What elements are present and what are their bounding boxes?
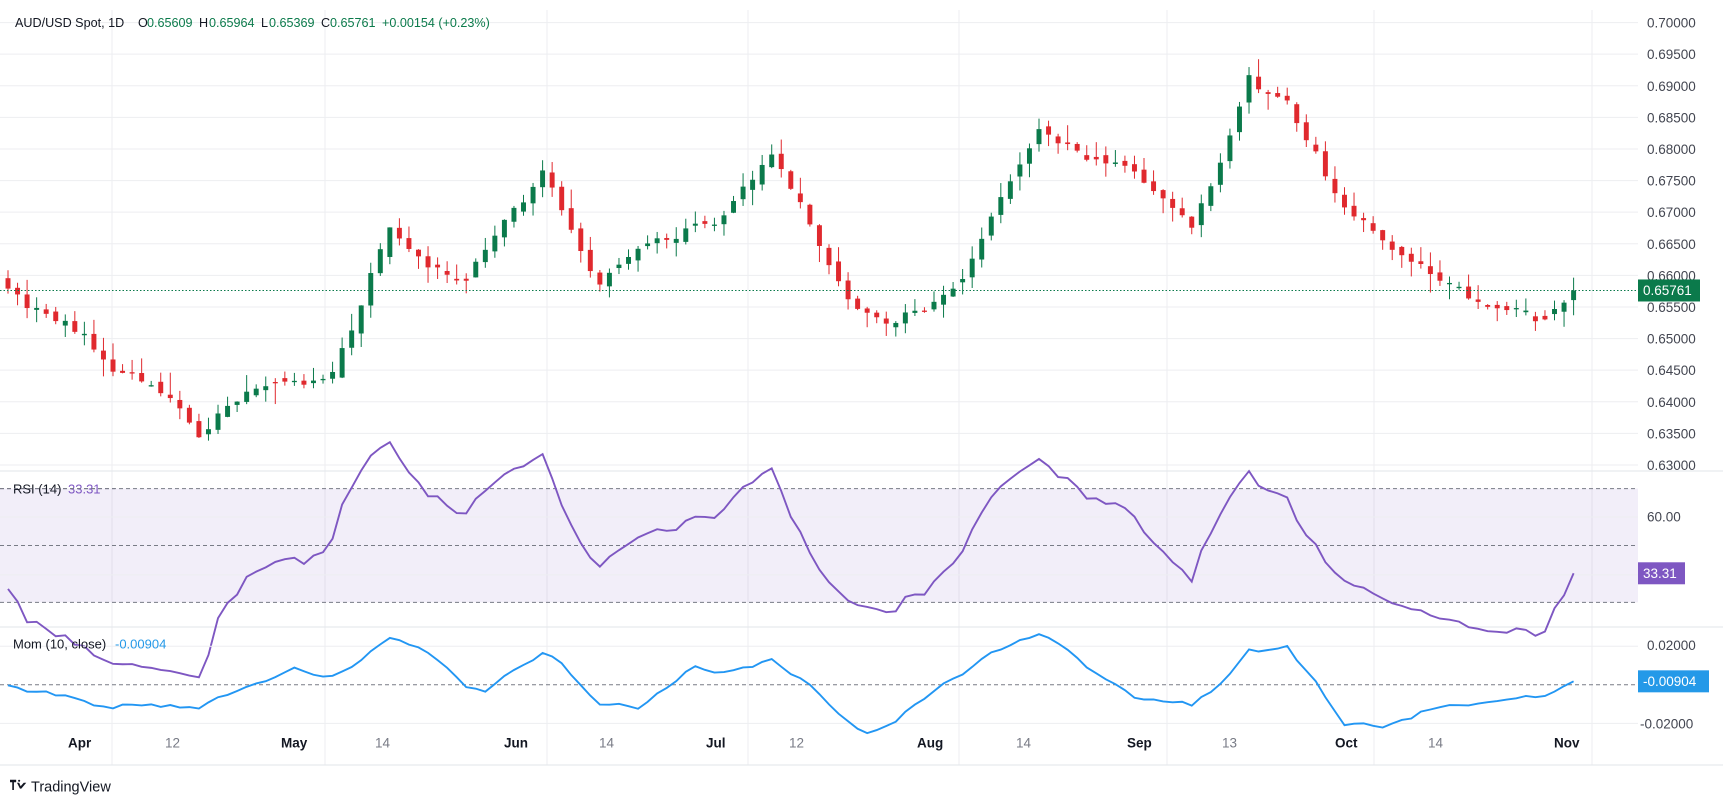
svg-text:0.67000: 0.67000 xyxy=(1647,205,1696,220)
svg-text:0.65761: 0.65761 xyxy=(330,16,376,30)
svg-text:Oct: Oct xyxy=(1335,736,1358,751)
svg-text:Apr: Apr xyxy=(68,736,92,751)
svg-text:Mom (10, close): Mom (10, close) xyxy=(13,637,106,652)
svg-text:0.65609: 0.65609 xyxy=(147,16,193,30)
svg-text:0.65369: 0.65369 xyxy=(269,16,315,30)
svg-text:0.70000: 0.70000 xyxy=(1647,16,1696,31)
svg-text:14: 14 xyxy=(1016,736,1032,751)
svg-text:0.68000: 0.68000 xyxy=(1647,142,1696,157)
svg-text:-0.00904: -0.00904 xyxy=(1643,674,1697,689)
svg-text:C: C xyxy=(321,16,330,30)
svg-text:Jun: Jun xyxy=(504,736,528,751)
svg-text:13: 13 xyxy=(1222,736,1237,751)
svg-text:33.31: 33.31 xyxy=(1643,566,1677,581)
svg-text:0.02000: 0.02000 xyxy=(1647,638,1696,653)
svg-text:H: H xyxy=(199,16,208,30)
svg-text:0.64500: 0.64500 xyxy=(1647,363,1696,378)
svg-text:60.00: 60.00 xyxy=(1647,510,1681,525)
svg-text:0.69500: 0.69500 xyxy=(1647,47,1696,62)
svg-text:-0.02000: -0.02000 xyxy=(1640,716,1693,731)
svg-text:Nov: Nov xyxy=(1554,736,1580,751)
svg-text:12: 12 xyxy=(165,736,180,751)
svg-text:Aug: Aug xyxy=(917,736,943,751)
svg-text:+0.00154 (+0.23%): +0.00154 (+0.23%) xyxy=(382,16,490,30)
svg-text:Sep: Sep xyxy=(1127,736,1152,751)
svg-text:0.65500: 0.65500 xyxy=(1647,300,1696,315)
svg-text:0.66500: 0.66500 xyxy=(1647,237,1696,252)
svg-text:12: 12 xyxy=(789,736,804,751)
svg-text:0.68500: 0.68500 xyxy=(1647,110,1696,125)
svg-text:0.65000: 0.65000 xyxy=(1647,332,1696,347)
svg-text:TradingView: TradingView xyxy=(31,780,111,796)
svg-text:0.65964: 0.65964 xyxy=(209,16,255,30)
svg-text:AUD/USD Spot, 1D: AUD/USD Spot, 1D xyxy=(15,16,124,30)
svg-text:May: May xyxy=(281,736,308,751)
svg-text:14: 14 xyxy=(375,736,391,751)
svg-text:-0.00904: -0.00904 xyxy=(115,637,166,652)
svg-text:L: L xyxy=(261,16,268,30)
svg-text:0.67500: 0.67500 xyxy=(1647,174,1696,189)
svg-text:14: 14 xyxy=(599,736,615,751)
svg-text:0.64000: 0.64000 xyxy=(1647,395,1696,410)
svg-text:0.65761: 0.65761 xyxy=(1643,283,1692,298)
svg-text:14: 14 xyxy=(1428,736,1444,751)
svg-text:0.69000: 0.69000 xyxy=(1647,79,1696,94)
svg-text:0.63500: 0.63500 xyxy=(1647,426,1696,441)
svg-text:0.63000: 0.63000 xyxy=(1647,458,1696,473)
svg-text:Jul: Jul xyxy=(706,736,726,751)
